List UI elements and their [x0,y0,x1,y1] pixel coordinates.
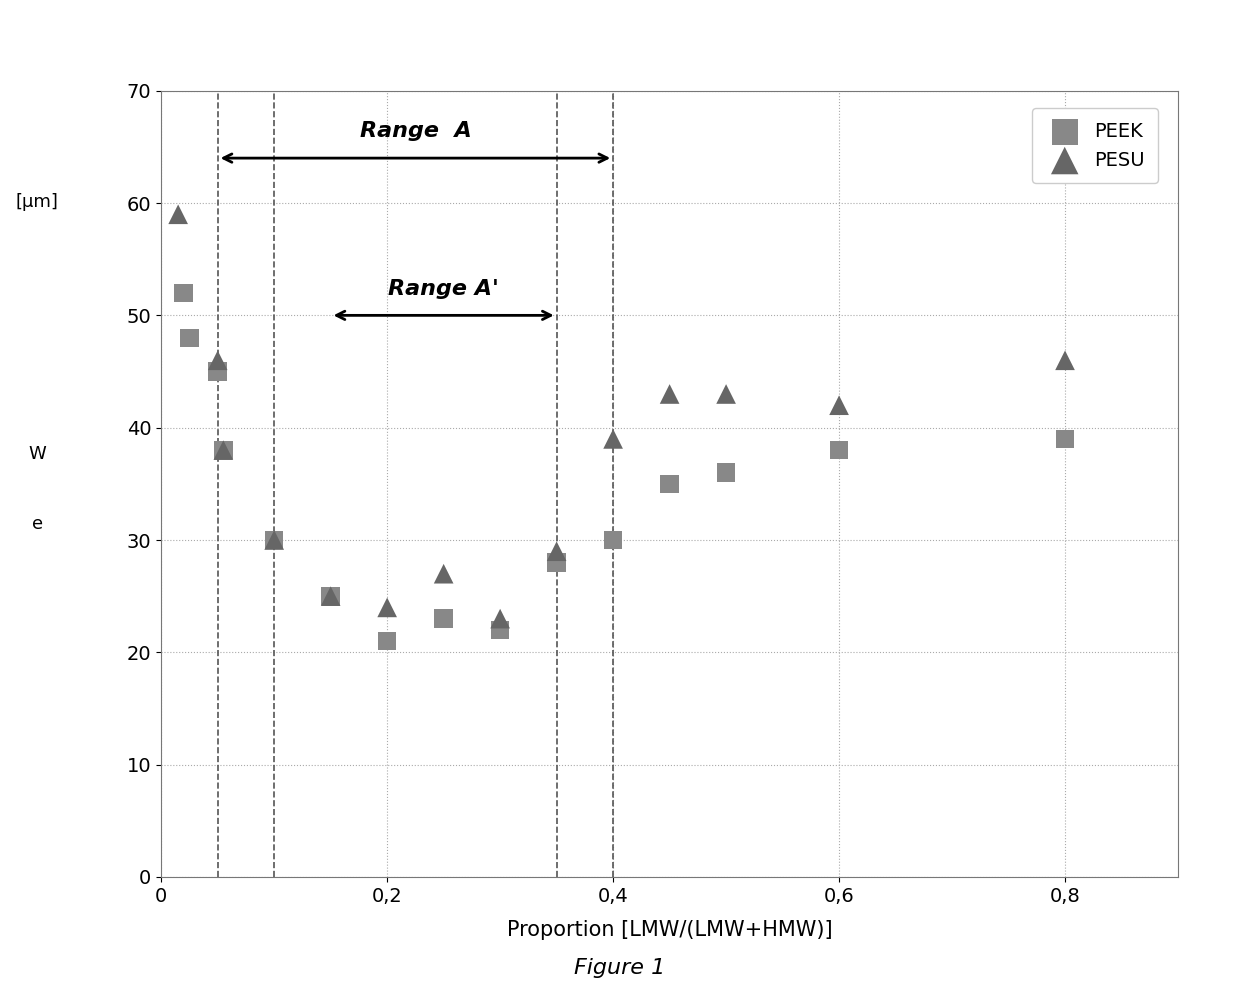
Text: W: W [29,445,46,463]
Text: Range A': Range A' [388,278,498,298]
PESU [208,352,228,368]
PEEK [264,532,284,548]
Text: [µm]: [µm] [16,193,58,211]
PESU [213,443,233,459]
PESU [169,207,188,223]
PEEK [434,611,454,627]
PESU [830,397,849,413]
PEEK [603,532,622,548]
PEEK [208,364,228,380]
PEEK [830,443,849,459]
PEEK [321,588,341,604]
PESU [547,543,567,559]
PESU [717,386,737,402]
PESU [490,611,510,627]
Text: e: e [32,515,42,533]
PESU [603,430,622,447]
PESU [377,600,397,616]
PESU [660,386,680,402]
Text: Range  A: Range A [360,121,471,141]
PEEK [660,476,680,492]
PESU [321,588,341,604]
Legend: PEEK, PESU: PEEK, PESU [1032,108,1158,183]
PEEK [180,330,200,346]
PEEK [174,285,193,301]
PESU [434,565,454,582]
PEEK [717,465,737,481]
PEEK [213,443,233,459]
PEEK [490,622,510,638]
PESU [1055,352,1075,368]
PEEK [1055,430,1075,447]
X-axis label: Proportion [LMW/(LMW+HMW)]: Proportion [LMW/(LMW+HMW)] [507,919,832,939]
PESU [264,532,284,548]
Text: Figure 1: Figure 1 [574,958,666,978]
PEEK [377,633,397,649]
PEEK [547,554,567,571]
